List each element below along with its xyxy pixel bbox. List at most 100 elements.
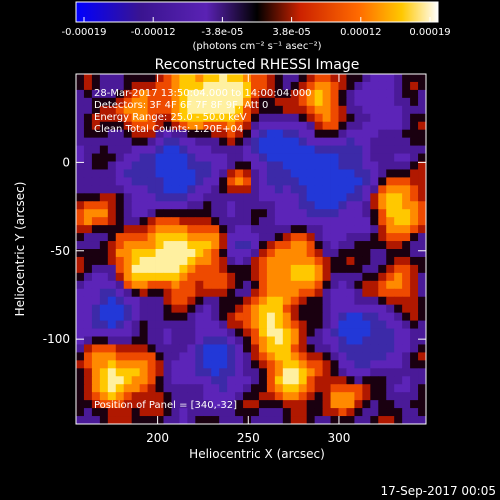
heatmap-cell xyxy=(187,249,196,258)
heatmap-cell xyxy=(322,400,331,409)
heatmap-cell xyxy=(251,336,260,345)
heatmap-cell xyxy=(147,89,156,99)
heatmap-cell xyxy=(195,193,204,202)
heatmap-cell xyxy=(354,376,363,385)
heatmap-cell xyxy=(131,233,141,242)
heatmap-cell xyxy=(282,105,292,115)
heatmap-cell xyxy=(219,344,228,353)
heatmap-cell xyxy=(115,249,125,258)
heatmap-cell xyxy=(330,249,339,258)
heatmap-cell xyxy=(235,296,244,306)
heatmap-cell xyxy=(354,352,363,361)
heatmap-cell xyxy=(394,113,403,123)
heatmap-cell xyxy=(338,272,347,282)
heatmap-cell xyxy=(274,296,284,306)
heatmap-cell xyxy=(115,74,125,83)
heatmap-cell xyxy=(322,304,331,314)
heatmap-cell xyxy=(251,161,260,170)
heatmap-cell xyxy=(187,408,196,417)
heatmap-cell xyxy=(147,312,156,321)
heatmap-cell xyxy=(394,392,403,401)
heatmap-cell xyxy=(163,408,172,417)
heatmap-cell xyxy=(211,416,220,425)
heatmap-cell xyxy=(139,89,148,99)
heatmap-cell xyxy=(195,328,204,337)
heatmap-cell xyxy=(394,376,403,385)
heatmap-cell xyxy=(362,384,371,393)
heatmap-cell xyxy=(235,161,244,170)
heatmap-cell xyxy=(258,89,268,99)
heatmap-cell xyxy=(330,392,339,401)
heatmap-cell xyxy=(171,241,180,250)
heatmap-cell xyxy=(290,185,300,194)
heatmap-cell xyxy=(227,105,236,115)
heatmap-cell xyxy=(290,400,300,409)
heatmap-cell xyxy=(91,201,101,210)
heatmap-cell xyxy=(123,225,133,234)
heatmap-cell xyxy=(290,105,300,115)
heatmap-cell xyxy=(418,336,427,345)
heatmap-cell xyxy=(83,288,93,298)
heatmap-cell xyxy=(179,74,188,83)
heatmap-cell xyxy=(139,97,148,107)
heatmap-cell xyxy=(76,360,85,369)
heatmap-cell xyxy=(378,352,387,361)
heatmap-cell xyxy=(227,129,236,139)
heatmap-cell xyxy=(235,360,244,369)
heatmap-cell xyxy=(402,185,411,194)
heatmap-cell xyxy=(298,137,308,146)
heatmap-cell xyxy=(83,304,93,314)
heatmap-cell xyxy=(171,304,180,314)
heatmap-cell xyxy=(394,296,403,306)
heatmap-cell xyxy=(243,336,252,345)
heatmap-cell xyxy=(354,121,363,131)
heatmap-cell xyxy=(258,249,268,258)
heatmap-cell xyxy=(402,121,411,131)
heatmap-cell xyxy=(418,169,427,178)
heatmap-cell xyxy=(314,89,323,99)
heatmap-cell xyxy=(203,368,212,377)
heatmap-cell xyxy=(219,280,228,290)
heatmap-cell xyxy=(306,137,316,146)
heatmap-cell xyxy=(362,264,371,274)
heatmap-cell xyxy=(410,312,419,321)
heatmap-cell xyxy=(83,416,93,425)
heatmap-cell xyxy=(282,233,292,242)
heatmap-cell xyxy=(139,384,148,393)
heatmap-cell xyxy=(410,209,419,218)
heatmap-cell xyxy=(83,408,93,417)
heatmap-cell xyxy=(394,185,403,194)
heatmap-cell xyxy=(235,233,244,242)
heatmap-cell xyxy=(187,113,196,123)
heatmap-cell xyxy=(346,161,355,170)
heatmap-cell xyxy=(76,225,85,234)
heatmap-cell xyxy=(306,312,316,321)
heatmap-cell xyxy=(290,193,300,202)
heatmap-cell xyxy=(243,121,252,131)
heatmap-cell xyxy=(274,161,284,170)
heatmap-cell xyxy=(378,177,387,186)
heatmap-cell xyxy=(298,392,308,401)
heatmap-cell xyxy=(274,74,284,83)
heatmap-cell xyxy=(418,185,427,194)
heatmap-cell xyxy=(83,89,93,99)
heatmap-cell xyxy=(243,384,252,393)
heatmap-cell xyxy=(91,416,101,425)
heatmap-cell xyxy=(131,416,141,425)
heatmap-cell xyxy=(290,288,300,298)
heatmap-cell xyxy=(402,241,411,250)
heatmap-cell xyxy=(418,161,427,170)
heatmap-cell xyxy=(394,320,403,329)
heatmap-cell xyxy=(251,74,260,83)
heatmap-cell xyxy=(203,177,212,186)
heatmap-cell xyxy=(258,288,268,298)
heatmap-cell xyxy=(76,288,85,298)
heatmap-cell xyxy=(235,225,244,234)
info-line: Detectors: 3F 4F 6F 7F 8F 9F, Att 0 xyxy=(94,100,268,111)
heatmap-cell xyxy=(107,105,117,115)
heatmap-cell xyxy=(370,241,379,250)
heatmap-cell xyxy=(346,256,355,266)
heatmap-cell xyxy=(290,360,300,369)
heatmap-cell xyxy=(139,416,148,425)
heatmap-cell xyxy=(251,320,260,329)
